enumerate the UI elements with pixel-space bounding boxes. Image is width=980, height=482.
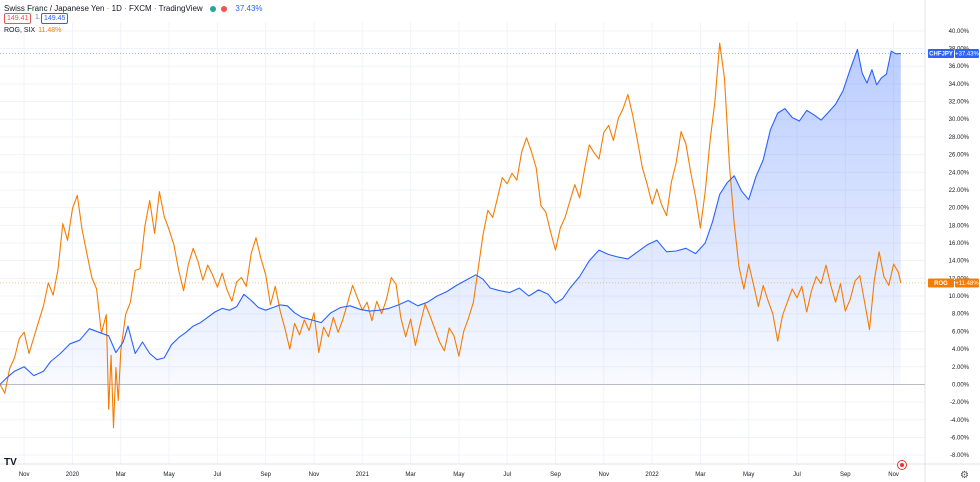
y-tick-label: -4.00% — [950, 418, 970, 424]
series-symbol-tag — [928, 49, 954, 59]
replay-target-icon[interactable] — [897, 460, 907, 470]
sell-price-box[interactable]: 149.41 — [4, 13, 32, 24]
buy-price-box[interactable]: 149.45 — [41, 13, 69, 24]
y-tick-label: 6.00% — [952, 329, 970, 335]
series-symbol-label: ROG — [934, 281, 948, 287]
x-tick-label: May — [163, 472, 174, 478]
x-tick-label: Nov — [888, 472, 899, 478]
y-tick-label: 30.00% — [949, 117, 970, 123]
series-last-value-label: +37.43% — [955, 52, 980, 58]
x-tick-label: Sep — [260, 472, 271, 478]
x-tick-label: 2020 — [66, 472, 80, 478]
y-tick-label: 40.00% — [949, 29, 970, 35]
y-tick-label: 16.00% — [949, 241, 970, 247]
x-tick-label: 2021 — [356, 472, 370, 478]
compare-change: 11.48% — [38, 27, 62, 34]
x-tick-label: Nov — [309, 472, 320, 478]
y-tick-label: -6.00% — [950, 435, 970, 441]
y-tick-label: 36.00% — [949, 64, 970, 70]
series-last-value-tag — [955, 278, 979, 288]
y-tick-label: 4.00% — [952, 347, 970, 353]
series-line-chfjpy[interactable] — [0, 48, 901, 385]
x-tick-label: Jul — [214, 472, 222, 478]
y-tick-label: -8.00% — [950, 453, 970, 459]
y-tick-label: 14.00% — [949, 259, 970, 265]
x-tick-label: Sep — [550, 472, 561, 478]
y-tick-label: 2.00% — [952, 365, 970, 371]
settings-gear-icon[interactable]: ⚙ — [960, 470, 969, 481]
y-tick-label: -2.00% — [950, 400, 970, 406]
y-tick-label: 0.00% — [952, 382, 970, 388]
y-tick-label: 34.00% — [949, 82, 970, 88]
tradingview-logo-icon[interactable]: TV — [4, 457, 17, 468]
x-tick-label: Nov — [598, 472, 609, 478]
x-tick-label: Mar — [695, 472, 705, 478]
series-line-rog[interactable] — [0, 42, 902, 429]
x-tick-label: Mar — [116, 472, 126, 478]
compare-legend[interactable]: ROG, SIX 11.48% — [4, 26, 61, 35]
market-open-dot-icon — [209, 5, 216, 12]
x-tick-label: Mar — [405, 472, 415, 478]
x-tick-label: 2022 — [645, 472, 659, 478]
y-tick-label: 8.00% — [952, 312, 970, 318]
series-last-value-tag — [955, 49, 979, 59]
y-tick-label: 28.00% — [949, 135, 970, 141]
x-tick-label: Nov — [19, 472, 30, 478]
interval-label[interactable]: 1D — [111, 4, 122, 13]
x-tick-label: Jul — [503, 472, 511, 478]
x-tick-label: May — [453, 472, 464, 478]
series-last-value-label: +11.48% — [955, 281, 979, 287]
y-tick-label: 26.00% — [949, 153, 970, 159]
spread-value: 1.3 — [35, 14, 45, 21]
y-tick-label: 24.00% — [949, 170, 970, 176]
compare-symbol: ROG, SIX — [4, 27, 36, 34]
series-symbol-label: CHFJPY — [929, 52, 953, 58]
y-tick-label: 18.00% — [949, 223, 970, 229]
symbol-title[interactable]: Swiss Franc / Japanese Yen — [4, 4, 105, 13]
x-tick-label: Sep — [840, 472, 851, 478]
x-tick-label: Jul — [793, 472, 801, 478]
chart-header: Swiss Franc / Japanese Yen · 1D · FXCM ·… — [4, 4, 263, 13]
series-area-chfjpy — [0, 49, 901, 385]
exchange-label: FXCM — [129, 4, 152, 13]
y-tick-label: 32.00% — [949, 100, 970, 106]
x-tick-label: May — [743, 472, 754, 478]
y-tick-label: 20.00% — [949, 206, 970, 212]
market-status-dot-icon — [221, 5, 228, 12]
y-tick-label: 10.00% — [949, 294, 970, 300]
series-symbol-tag — [928, 278, 954, 288]
y-tick-label: 22.00% — [949, 188, 970, 194]
change-percent: 37.43% — [235, 4, 263, 13]
platform-label: TradingView — [158, 4, 203, 13]
